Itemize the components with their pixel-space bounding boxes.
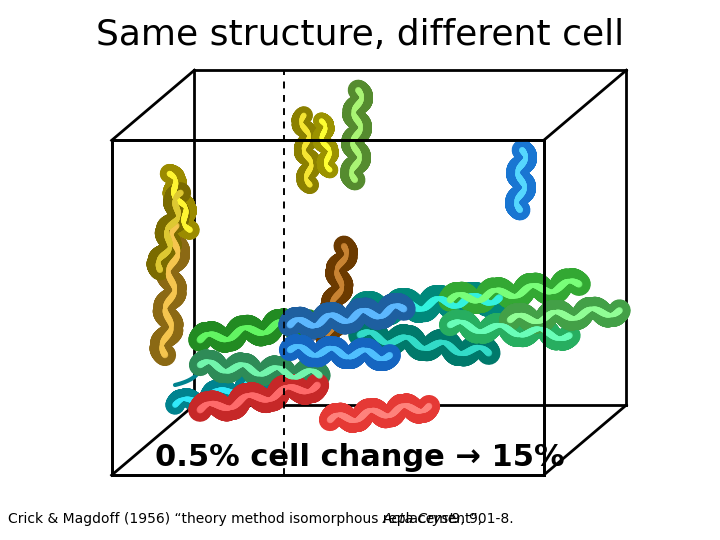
Text: Crick & Magdoff (1956) “theory method isomorphous replacement”,: Crick & Magdoff (1956) “theory method is…: [8, 512, 487, 526]
Text: Acta Cryst.: Acta Cryst.: [382, 512, 459, 526]
Text: Same structure, different cell: Same structure, different cell: [96, 18, 624, 52]
Text: 0.5% cell change → 15%: 0.5% cell change → 15%: [156, 443, 564, 472]
Text: 9, 901-8.: 9, 901-8.: [447, 512, 514, 526]
